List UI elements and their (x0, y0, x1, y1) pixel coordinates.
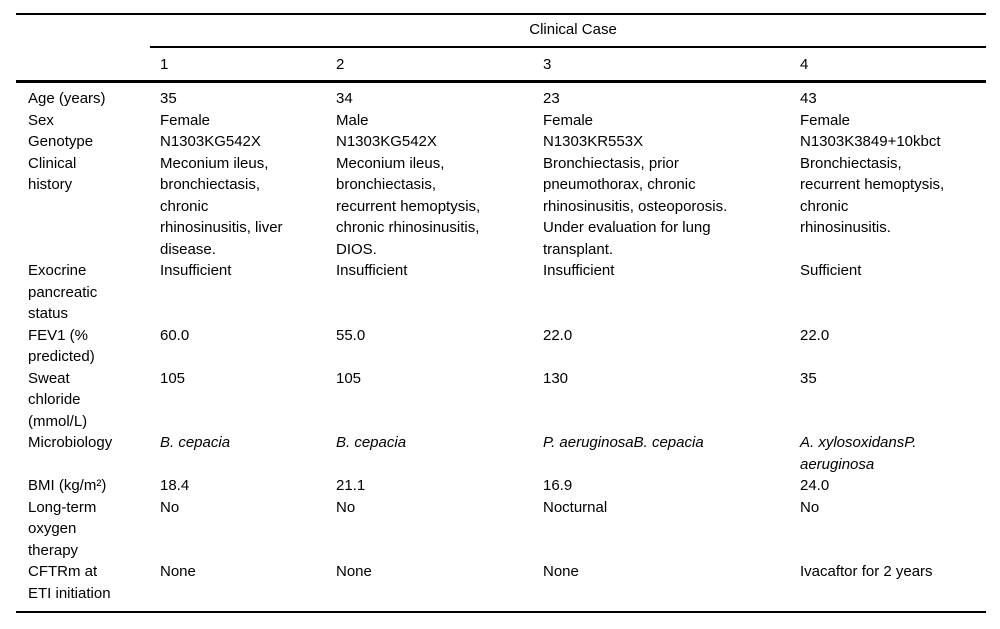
row-genotype: Genotype N1303KG542X N1303KG542X N1303KR… (16, 131, 986, 153)
table-cell: 22.0 (800, 326, 830, 344)
table-cell: Sufficient (800, 262, 862, 279)
table-cell: 55.0 (336, 326, 366, 344)
row-fev1: FEV1 (% predicted) 60.0 55.0 22.0 22.0 (16, 325, 986, 368)
row-label-age: Age (years) (28, 90, 106, 107)
table-cell: No (160, 498, 180, 516)
row-microbiology: Microbiology B. cepacia B. cepacia P. ae… (16, 432, 986, 475)
table-cell: N1303KG542X (160, 133, 261, 150)
table-cell: Insufficient (160, 262, 232, 279)
table-cell: No (800, 498, 820, 516)
row-label-cftrm: CFTRm at ETI initiation (28, 563, 111, 602)
row-clinical-history: Clinical history Meconium ileus, bronchi… (16, 153, 986, 261)
table-cell: Ivacaftor for 2 years (800, 563, 933, 580)
table-cell: 105 (160, 369, 186, 387)
table-cell: N1303K3849+10kbct (800, 133, 941, 150)
table-cell: None (543, 563, 579, 580)
table-cell: A. xylosoxidansP. aeruginosa (800, 434, 917, 473)
table-cell: 43 (800, 90, 817, 107)
row-age: Age (years) 35 34 23 43 (16, 82, 986, 110)
table-cell: No (336, 498, 356, 516)
table-cell: 22.0 (543, 326, 573, 344)
case-column-header-3: 3 (543, 47, 800, 83)
row-label-exocrine-pancreatic-status: Exocrine pancreatic status (28, 262, 98, 322)
clinical-case-table: Clinical Case 1 2 3 4 Age (years) 35 34 … (16, 13, 987, 613)
row-label-oxygen-therapy: Long-term oxygen therapy (28, 498, 97, 559)
row-label-fev1: FEV1 (% predicted) (28, 326, 95, 366)
table-cell: 16.9 (543, 477, 573, 494)
table-cell: 60.0 (160, 326, 190, 344)
table-cell: B. cepacia (160, 434, 231, 451)
table-cell: B. cepacia (336, 434, 407, 451)
table-cell: Female (543, 111, 594, 129)
row-label-sweat-chloride: Sweat chloride (mmol/L) (28, 369, 88, 430)
row-sweat-chloride: Sweat chloride (mmol/L) 105 105 130 35 (16, 368, 986, 433)
row-label-bmi: BMI (kg/m²) (28, 477, 107, 494)
case-column-header-4: 4 (800, 47, 987, 83)
table-cell: P. aeruginosaB. cepacia (543, 434, 704, 451)
table-cell: 21.1 (336, 477, 366, 494)
clinical-case-group-header: Clinical Case (149, 14, 987, 48)
table-cell: 23 (543, 90, 560, 107)
row-bmi: BMI (kg/m²) 18.4 21.1 16.9 24.0 (16, 475, 986, 497)
table-cell: Male (336, 111, 369, 129)
row-sex: Sex Female Male Female Female (16, 110, 986, 132)
case-column-header-1: 1 (160, 47, 336, 83)
table-cell: N1303KG542X (336, 133, 437, 150)
table-cell: 105 (336, 369, 362, 387)
case-column-header-2: 2 (336, 47, 543, 83)
table-cell: 18.4 (160, 477, 190, 494)
table-cell: Insufficient (543, 262, 615, 279)
row-label-microbiology: Microbiology (28, 434, 113, 451)
row-exocrine-pancreatic-status: Exocrine pancreatic status Insufficient … (16, 260, 986, 325)
table-cell: Bronchiectasis, recurrent hemoptysis, ch… (800, 154, 945, 237)
table-cell: None (160, 563, 196, 580)
group-header-row: Clinical Case (16, 14, 987, 48)
table-cell: 24.0 (800, 477, 830, 494)
table-cell: Female (800, 111, 851, 129)
table-cell: 34 (336, 90, 353, 107)
case-number-row: 1 2 3 4 (16, 47, 987, 83)
row-label-genotype: Genotype (28, 133, 94, 150)
table-cell: Meconium ileus, bronchiectasis, recurren… (336, 154, 481, 258)
row-cftrm: CFTRm at ETI initiation None None None I… (16, 561, 986, 612)
table-cell: None (336, 563, 372, 580)
table-cell: Female (160, 111, 211, 129)
table-cell: N1303KR553X (543, 133, 644, 150)
corner-spacer (16, 47, 160, 83)
table-cell: Nocturnal (543, 498, 608, 516)
row-label-clinical-history: Clinical history (28, 154, 77, 194)
row-label-sex: Sex (28, 111, 54, 129)
table-cell: 35 (800, 369, 817, 387)
table-cell: Insufficient (336, 262, 408, 279)
table-cell: 130 (543, 369, 569, 387)
table-cell: Bronchiectasis, prior pneumothorax, chro… (543, 154, 728, 258)
row-oxygen-therapy: Long-term oxygen therapy No No Nocturnal… (16, 497, 986, 562)
corner-spacer (16, 14, 160, 48)
table-cell: Meconium ileus, bronchiectasis, chronic … (160, 154, 283, 258)
table-cell: 35 (160, 90, 177, 107)
